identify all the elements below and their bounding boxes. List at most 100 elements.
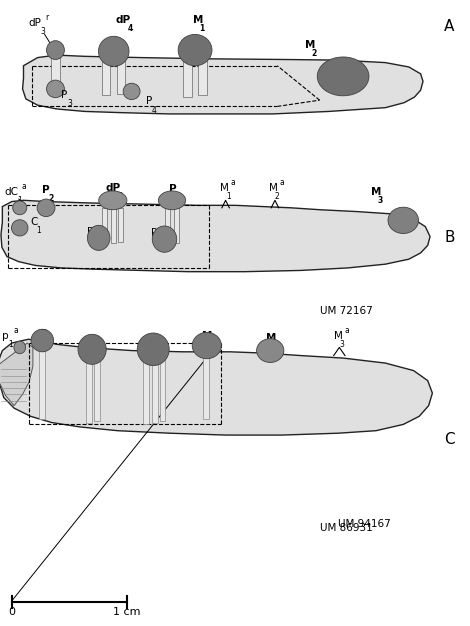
Text: M: M bbox=[371, 187, 382, 197]
Ellipse shape bbox=[31, 329, 54, 352]
Text: 1 cm: 1 cm bbox=[113, 607, 141, 617]
Text: 3: 3 bbox=[377, 196, 383, 205]
Text: 4: 4 bbox=[152, 106, 157, 115]
Text: 3: 3 bbox=[93, 236, 98, 245]
Ellipse shape bbox=[99, 191, 127, 210]
Text: dC: dC bbox=[5, 187, 19, 197]
Text: 3: 3 bbox=[98, 349, 102, 357]
Ellipse shape bbox=[47, 41, 64, 59]
Polygon shape bbox=[23, 55, 423, 114]
Ellipse shape bbox=[37, 199, 55, 217]
Text: a: a bbox=[22, 182, 26, 191]
Polygon shape bbox=[0, 343, 33, 406]
FancyBboxPatch shape bbox=[102, 59, 110, 95]
FancyBboxPatch shape bbox=[198, 59, 207, 95]
Ellipse shape bbox=[78, 334, 106, 364]
Text: 2: 2 bbox=[275, 192, 280, 201]
Text: a: a bbox=[13, 326, 18, 335]
Text: C: C bbox=[31, 217, 38, 227]
Text: dP: dP bbox=[115, 15, 130, 25]
FancyBboxPatch shape bbox=[111, 208, 116, 243]
Text: P: P bbox=[169, 184, 177, 194]
Text: 3: 3 bbox=[340, 341, 345, 349]
Text: 4: 4 bbox=[157, 237, 162, 246]
Ellipse shape bbox=[152, 226, 177, 252]
Text: P: P bbox=[148, 342, 154, 352]
FancyBboxPatch shape bbox=[183, 59, 192, 97]
Text: A: A bbox=[444, 19, 454, 34]
Ellipse shape bbox=[87, 225, 110, 250]
Text: P: P bbox=[61, 90, 67, 100]
Text: M: M bbox=[266, 333, 276, 343]
Ellipse shape bbox=[317, 57, 369, 96]
Text: dP: dP bbox=[106, 183, 121, 193]
Text: 1: 1 bbox=[37, 226, 41, 235]
Ellipse shape bbox=[178, 34, 212, 66]
FancyBboxPatch shape bbox=[117, 59, 125, 94]
Text: M: M bbox=[334, 331, 343, 341]
Text: UM 72167: UM 72167 bbox=[320, 306, 372, 316]
Ellipse shape bbox=[13, 201, 27, 215]
Text: r: r bbox=[45, 13, 48, 22]
Ellipse shape bbox=[158, 191, 186, 210]
Text: 1: 1 bbox=[8, 341, 13, 349]
Text: P: P bbox=[92, 339, 98, 349]
Text: 4: 4 bbox=[127, 24, 133, 33]
Text: 2: 2 bbox=[48, 195, 54, 203]
Text: UM 86931: UM 86931 bbox=[320, 523, 372, 533]
FancyBboxPatch shape bbox=[94, 360, 100, 421]
Text: 2: 2 bbox=[46, 339, 51, 347]
Ellipse shape bbox=[388, 207, 418, 233]
FancyBboxPatch shape bbox=[165, 208, 170, 244]
Text: M: M bbox=[220, 183, 229, 193]
Text: a: a bbox=[345, 326, 349, 335]
FancyBboxPatch shape bbox=[143, 360, 149, 424]
Text: 1: 1 bbox=[226, 192, 231, 201]
Text: dP: dP bbox=[28, 18, 41, 28]
Text: P: P bbox=[42, 185, 50, 195]
Text: M: M bbox=[269, 183, 278, 193]
Ellipse shape bbox=[11, 220, 28, 236]
Text: 2: 2 bbox=[312, 49, 317, 58]
Ellipse shape bbox=[192, 332, 221, 359]
Polygon shape bbox=[1, 200, 430, 272]
Text: 1: 1 bbox=[199, 24, 204, 33]
Text: P: P bbox=[87, 227, 93, 237]
Ellipse shape bbox=[99, 36, 129, 66]
Text: 3: 3 bbox=[118, 192, 123, 201]
FancyBboxPatch shape bbox=[102, 208, 107, 244]
FancyBboxPatch shape bbox=[160, 358, 165, 421]
Text: p: p bbox=[2, 331, 9, 341]
Text: M: M bbox=[202, 331, 212, 341]
Text: 3: 3 bbox=[40, 28, 45, 36]
Text: M: M bbox=[306, 40, 316, 50]
Text: 4: 4 bbox=[154, 351, 159, 360]
Text: 1: 1 bbox=[17, 197, 22, 205]
Text: 4: 4 bbox=[175, 193, 180, 202]
Text: P: P bbox=[40, 329, 47, 339]
Text: UM 94167: UM 94167 bbox=[338, 519, 391, 529]
Text: 2: 2 bbox=[272, 342, 277, 351]
Text: a: a bbox=[280, 178, 284, 187]
FancyBboxPatch shape bbox=[86, 360, 92, 423]
FancyBboxPatch shape bbox=[203, 357, 209, 419]
Text: M: M bbox=[193, 15, 203, 25]
Ellipse shape bbox=[137, 333, 169, 366]
Text: P: P bbox=[151, 228, 157, 238]
Text: 0: 0 bbox=[8, 607, 15, 617]
Ellipse shape bbox=[47, 80, 64, 98]
FancyBboxPatch shape bbox=[51, 58, 60, 89]
Text: 1: 1 bbox=[208, 340, 213, 349]
Text: 3: 3 bbox=[67, 100, 72, 108]
Text: C: C bbox=[444, 432, 455, 447]
FancyBboxPatch shape bbox=[174, 208, 179, 243]
Ellipse shape bbox=[257, 339, 284, 362]
Text: B: B bbox=[444, 230, 454, 245]
FancyBboxPatch shape bbox=[152, 360, 158, 423]
Polygon shape bbox=[0, 339, 432, 435]
Ellipse shape bbox=[14, 341, 26, 354]
Text: a: a bbox=[231, 178, 235, 187]
FancyBboxPatch shape bbox=[39, 351, 45, 419]
Text: P: P bbox=[146, 96, 152, 106]
FancyBboxPatch shape bbox=[118, 208, 123, 242]
